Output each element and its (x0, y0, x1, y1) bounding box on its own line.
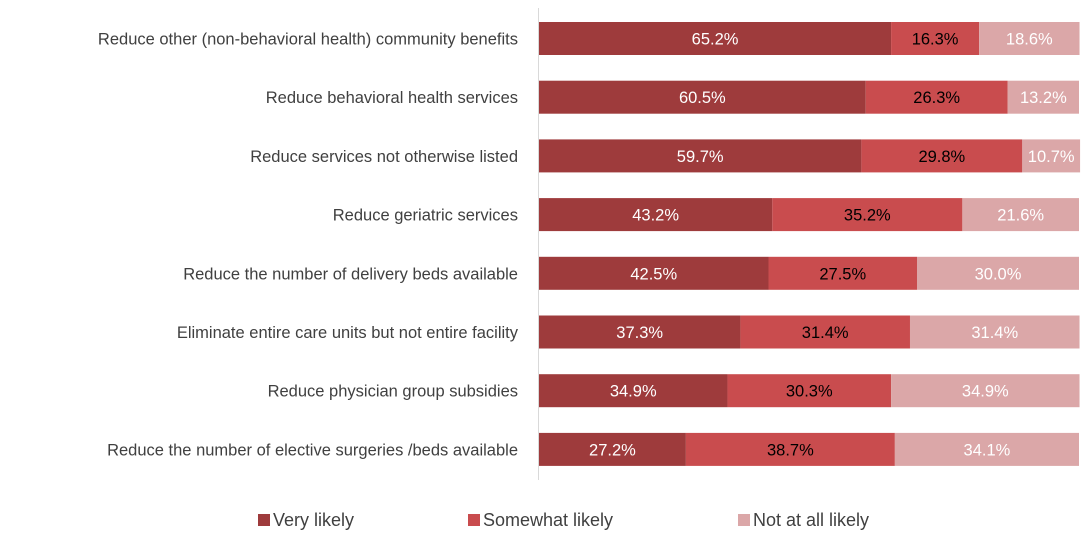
data-label: 27.5% (819, 265, 866, 283)
legend-label-very-likely: Very likely (273, 510, 354, 530)
bar-somewhat-likely (861, 139, 1023, 173)
category-labels: Reduce other (non-behavioral health) com… (98, 31, 519, 460)
bar-very-likely (539, 22, 892, 55)
data-label: 29.8% (918, 148, 965, 166)
bar-somewhat-likely (865, 80, 1008, 114)
bar-very-likely (539, 198, 773, 232)
bar-not-at-all-likely (1007, 80, 1079, 114)
data-label: 21.6% (997, 207, 1044, 225)
bar-somewhat-likely (685, 432, 895, 466)
legend: Very likely Somewhat likely Not at all lik… (258, 510, 869, 530)
bar-not-at-all-likely (909, 315, 1080, 349)
bar-very-likely (539, 80, 866, 114)
category-label: Reduce behavioral health services (266, 89, 518, 107)
data-label: 31.4% (971, 324, 1018, 342)
data-label: 59.7% (677, 148, 724, 166)
data-label: 31.4% (802, 324, 849, 342)
data-label: 10.7% (1028, 148, 1075, 166)
bar-somewhat-likely (772, 198, 963, 232)
legend-swatch-not-at-all-likely (738, 514, 750, 526)
data-label: 34.9% (610, 383, 657, 401)
data-label: 30.0% (975, 265, 1022, 283)
category-label: Eliminate entire care units but not enti… (177, 324, 519, 342)
bar-not-at-all-likely (917, 256, 1079, 290)
category-label: Reduce other (non-behavioral health) com… (98, 31, 518, 49)
bar-not-at-all-likely (1022, 139, 1081, 173)
bar-somewhat-likely (740, 315, 910, 349)
data-label: 38.7% (767, 441, 814, 459)
bar-somewhat-likely (891, 22, 980, 55)
bar-very-likely (539, 139, 862, 173)
bar-very-likely (539, 315, 741, 349)
bar-very-likely (539, 374, 728, 408)
data-label: 18.6% (1006, 31, 1053, 49)
data-label: 60.5% (679, 89, 726, 107)
bar-not-at-all-likely (894, 432, 1079, 466)
bar-somewhat-likely (727, 374, 892, 408)
data-label: 42.5% (630, 265, 677, 283)
bar-not-at-all-likely (962, 198, 1079, 232)
data-label: 34.1% (964, 441, 1011, 459)
category-label: Reduce geriatric services (333, 207, 518, 225)
data-label: 35.2% (844, 207, 891, 225)
data-label: 26.3% (913, 89, 960, 107)
data-label: 43.2% (632, 207, 679, 225)
legend-swatch-very-likely (258, 514, 270, 526)
data-label: 65.2% (692, 31, 739, 49)
category-label: Reduce the number of elective surgeries … (107, 441, 518, 459)
bar-very-likely (539, 256, 769, 290)
bar-not-at-all-likely (979, 22, 1080, 55)
legend-swatch-somewhat-likely (468, 514, 480, 526)
data-label: 30.3% (786, 383, 833, 401)
legend-label-somewhat-likely: Somewhat likely (483, 510, 613, 530)
legend-label-not-at-all-likely: Not at all likely (753, 510, 869, 530)
category-label: Reduce physician group subsidies (268, 383, 518, 401)
data-label: 16.3% (912, 31, 959, 49)
data-label: 27.2% (589, 441, 636, 459)
category-label: Reduce services not otherwise listed (250, 148, 518, 166)
bar-somewhat-likely (768, 256, 917, 290)
category-label: Reduce the number of delivery beds avail… (183, 265, 518, 283)
data-label: 13.2% (1020, 89, 1067, 107)
bars-group: 65.2% 16.3% 18.6% 60.5% 26.3% 13.2% 59.7% 29.8%… (539, 22, 1081, 466)
bar-not-at-all-likely (891, 374, 1080, 408)
bar-very-likely (539, 432, 686, 466)
data-label: 34.9% (962, 383, 1009, 401)
data-label: 37.3% (616, 324, 663, 342)
